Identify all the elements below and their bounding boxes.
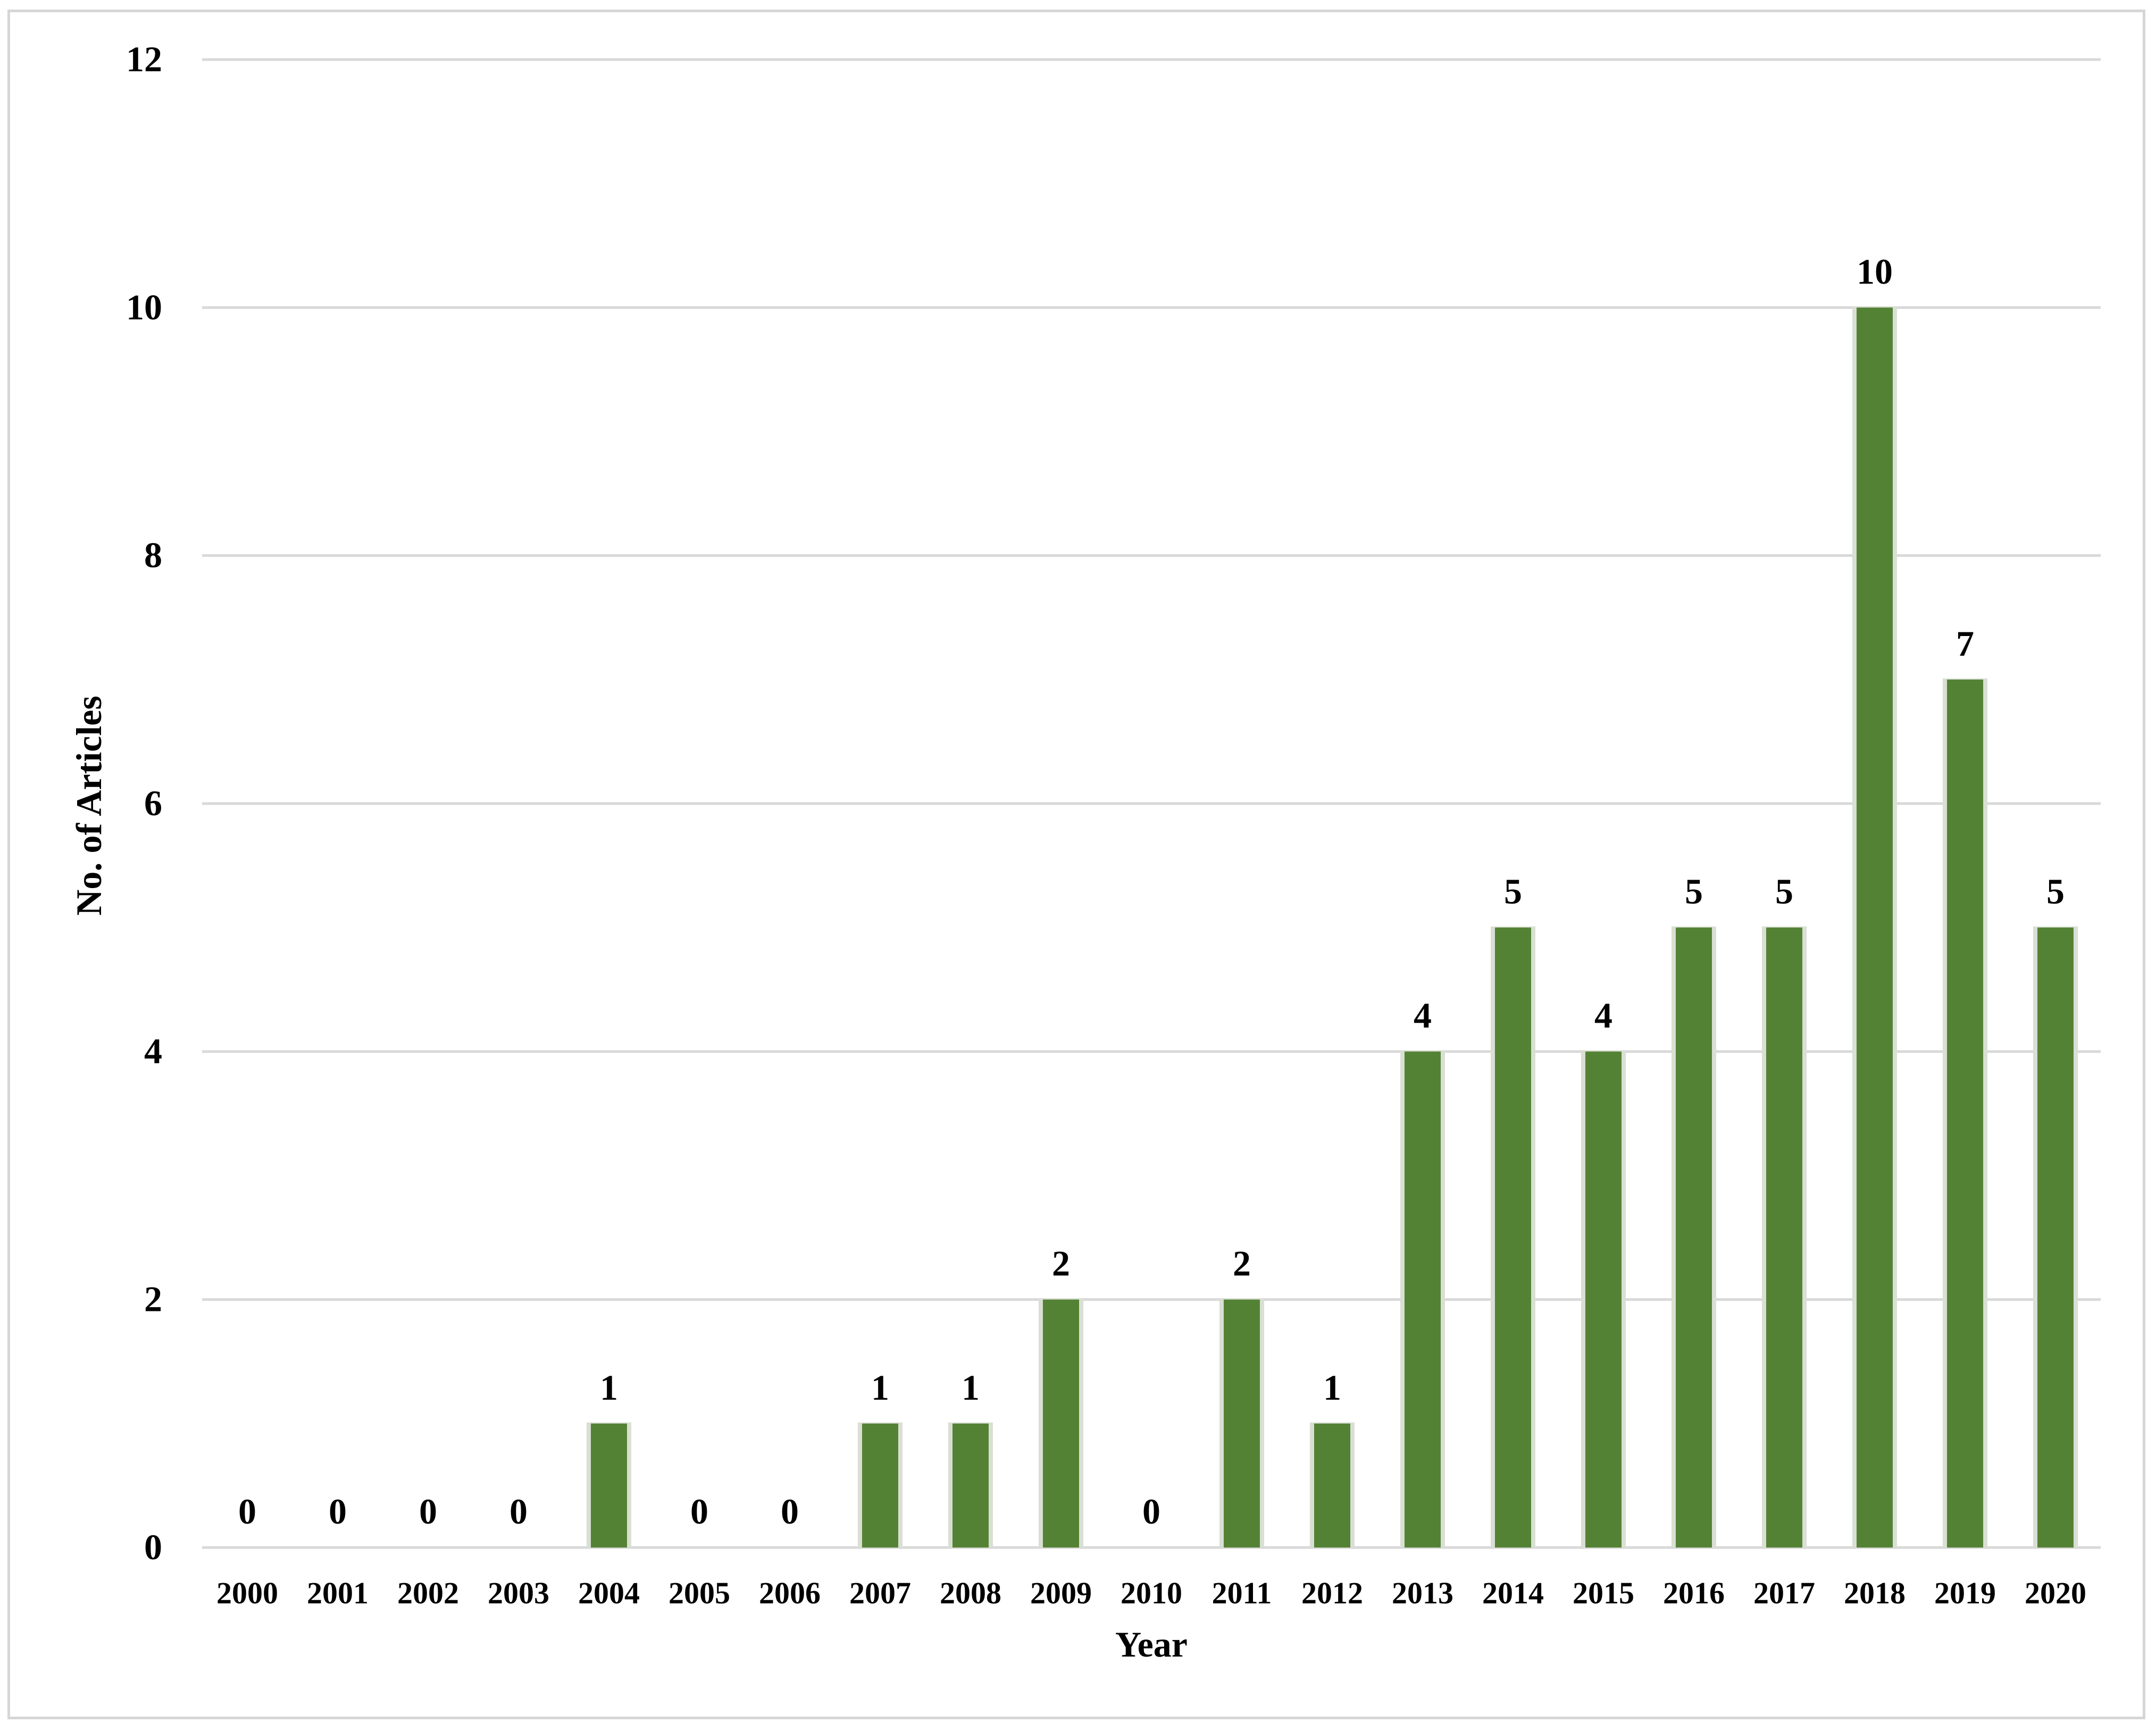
bar [2037,927,2074,1548]
data-label: 0 [781,1491,799,1532]
bar [1495,927,1531,1548]
x-tick-label: 2000 [216,1576,278,1610]
x-tick-label: 2010 [1121,1576,1182,1610]
x-axis-title: Year [1115,1624,1188,1665]
data-label: 5 [1685,871,1703,912]
bar [591,1423,627,1548]
x-tick-label: 2019 [1934,1576,1996,1610]
data-label: 4 [1414,995,1432,1035]
data-label: 7 [1956,623,1974,664]
data-label: 10 [1857,251,1893,291]
bars [587,306,2078,1548]
y-tick-label: 12 [126,39,162,79]
x-tick-label: 2003 [488,1576,549,1610]
x-tick-label: 2018 [1844,1576,1906,1610]
x-tick-label: 2008 [940,1576,1001,1610]
data-label: 5 [2046,871,2065,912]
data-label: 5 [1504,871,1522,912]
data-label: 1 [871,1367,889,1408]
bar [1857,307,1893,1548]
data-label: 0 [509,1491,528,1532]
y-tick-label: 10 [126,287,162,327]
x-tick-label: 2011 [1212,1576,1272,1610]
bar [1314,1423,1350,1548]
x-tick-label: 2017 [1753,1576,1815,1610]
data-label: 0 [690,1491,708,1532]
data-label: 5 [1775,871,1793,912]
data-label: 0 [238,1491,256,1532]
bar [1043,1299,1079,1548]
bar [952,1423,989,1548]
data-label: 1 [1323,1367,1341,1408]
x-tick-label: 2006 [759,1576,821,1610]
data-label: 2 [1052,1243,1070,1284]
x-tick-label: 2013 [1392,1576,1453,1610]
x-tick-label: 2007 [849,1576,911,1610]
data-label: 4 [1594,995,1612,1035]
y-axis-ticks: 0 2 4 6 8 10 12 [126,39,162,1567]
y-tick-label: 2 [144,1279,162,1319]
x-tick-label: 2009 [1030,1576,1092,1610]
x-tick-label: 2020 [2025,1576,2086,1610]
x-tick-label: 2005 [668,1576,730,1610]
x-tick-label: 2014 [1482,1576,1544,1610]
data-label: 0 [329,1491,347,1532]
data-label: 0 [1142,1491,1160,1532]
bar [1224,1299,1260,1548]
x-tick-label: 2001 [307,1576,369,1610]
y-tick-label: 6 [144,783,162,823]
y-tick-label: 4 [144,1031,162,1071]
bar [862,1423,898,1548]
bar [1585,1051,1622,1548]
data-label: 1 [600,1367,618,1408]
data-label: 1 [962,1367,980,1408]
x-tick-label: 2002 [397,1576,459,1610]
x-tick-label: 2015 [1573,1576,1634,1610]
bar [1766,927,1802,1548]
x-tick-label: 2012 [1301,1576,1363,1610]
y-tick-label: 8 [144,535,162,575]
bar [1676,927,1712,1548]
y-axis-title: No. of Articles [69,696,109,916]
bar [1947,679,1983,1548]
x-tick-label: 2004 [578,1576,640,1610]
x-tick-label: 2016 [1663,1576,1725,1610]
gridlines [202,58,2101,1549]
x-axis-ticks: 2000 2001 2002 2003 2004 2005 2006 2007 2008 2009… [216,1576,2086,1610]
data-label: 2 [1233,1243,1251,1284]
bar [1405,1051,1441,1548]
y-tick-label: 0 [144,1527,162,1567]
data-label: 0 [419,1491,437,1532]
